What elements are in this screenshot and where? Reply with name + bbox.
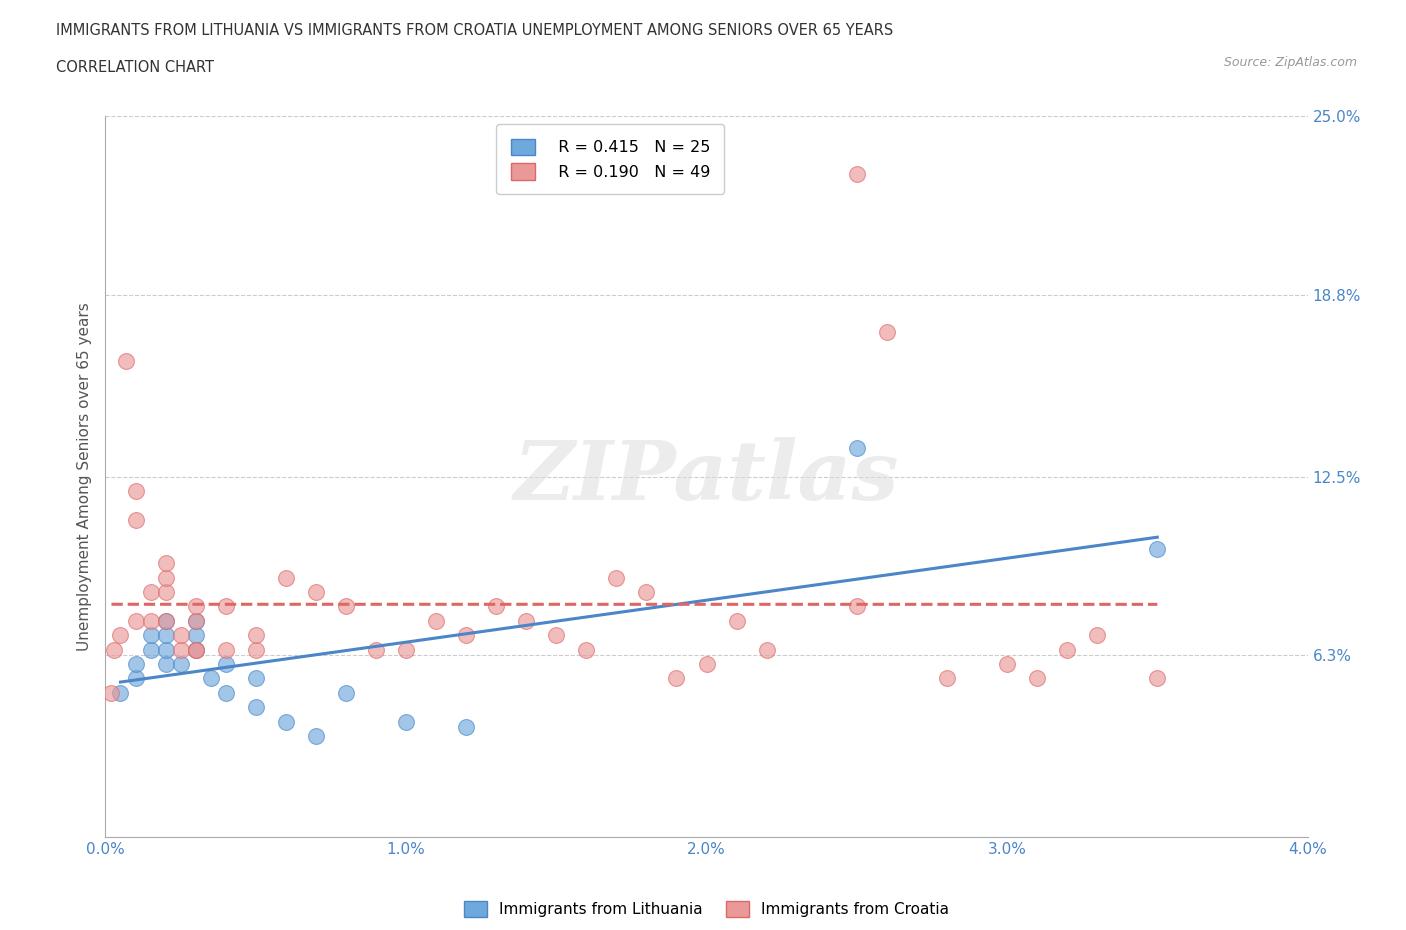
Point — [845, 166, 868, 181]
Point — [214, 599, 236, 614]
Point — [845, 441, 868, 456]
Point — [139, 585, 162, 600]
Point — [335, 599, 357, 614]
Point — [245, 671, 267, 686]
Point — [184, 642, 207, 657]
Point — [214, 657, 236, 671]
Point — [184, 628, 207, 643]
Point — [184, 599, 207, 614]
Point — [110, 628, 132, 643]
Text: CORRELATION CHART: CORRELATION CHART — [56, 60, 214, 75]
Point — [1085, 628, 1108, 643]
Point — [214, 642, 236, 657]
Point — [155, 570, 177, 585]
Point — [1026, 671, 1049, 686]
Point — [305, 585, 328, 600]
Point — [103, 642, 125, 657]
Point — [169, 642, 191, 657]
Point — [665, 671, 688, 686]
Point — [305, 729, 328, 744]
Point — [395, 714, 418, 729]
Legend: Immigrants from Lithuania, Immigrants from Croatia: Immigrants from Lithuania, Immigrants fr… — [458, 895, 955, 923]
Point — [200, 671, 222, 686]
Y-axis label: Unemployment Among Seniors over 65 years: Unemployment Among Seniors over 65 years — [76, 302, 91, 651]
Point — [184, 642, 207, 657]
Point — [274, 570, 297, 585]
Text: Source: ZipAtlas.com: Source: ZipAtlas.com — [1223, 56, 1357, 69]
Point — [139, 628, 162, 643]
Text: IMMIGRANTS FROM LITHUANIA VS IMMIGRANTS FROM CROATIA UNEMPLOYMENT AMONG SENIORS : IMMIGRANTS FROM LITHUANIA VS IMMIGRANTS … — [56, 23, 893, 38]
Point — [845, 599, 868, 614]
Point — [245, 642, 267, 657]
Point — [184, 614, 207, 629]
Point — [1146, 541, 1168, 556]
Point — [139, 642, 162, 657]
Point — [575, 642, 598, 657]
Point — [364, 642, 387, 657]
Point — [124, 671, 146, 686]
Point — [485, 599, 508, 614]
Point — [636, 585, 658, 600]
Point — [876, 326, 898, 340]
Point — [124, 512, 146, 527]
Point — [214, 685, 236, 700]
Point — [995, 657, 1018, 671]
Point — [755, 642, 778, 657]
Point — [245, 700, 267, 715]
Text: ZIPatlas: ZIPatlas — [513, 436, 900, 517]
Point — [605, 570, 627, 585]
Point — [155, 614, 177, 629]
Point — [425, 614, 447, 629]
Point — [1146, 671, 1168, 686]
Point — [515, 614, 537, 629]
Point — [1056, 642, 1078, 657]
Point — [169, 657, 191, 671]
Point — [184, 642, 207, 657]
Point — [124, 484, 146, 498]
Point — [725, 614, 748, 629]
Point — [124, 657, 146, 671]
Point — [169, 628, 191, 643]
Point — [454, 720, 477, 735]
Point — [115, 353, 138, 368]
Point — [546, 628, 568, 643]
Point — [454, 628, 477, 643]
Point — [124, 614, 146, 629]
Point — [155, 628, 177, 643]
Point — [155, 657, 177, 671]
Point — [155, 642, 177, 657]
Point — [110, 685, 132, 700]
Point — [936, 671, 959, 686]
Point — [100, 685, 122, 700]
Point — [696, 657, 718, 671]
Point — [335, 685, 357, 700]
Point — [139, 614, 162, 629]
Point — [184, 614, 207, 629]
Point — [274, 714, 297, 729]
Point — [155, 585, 177, 600]
Point — [155, 556, 177, 571]
Point — [155, 614, 177, 629]
Point — [245, 628, 267, 643]
Point — [395, 642, 418, 657]
